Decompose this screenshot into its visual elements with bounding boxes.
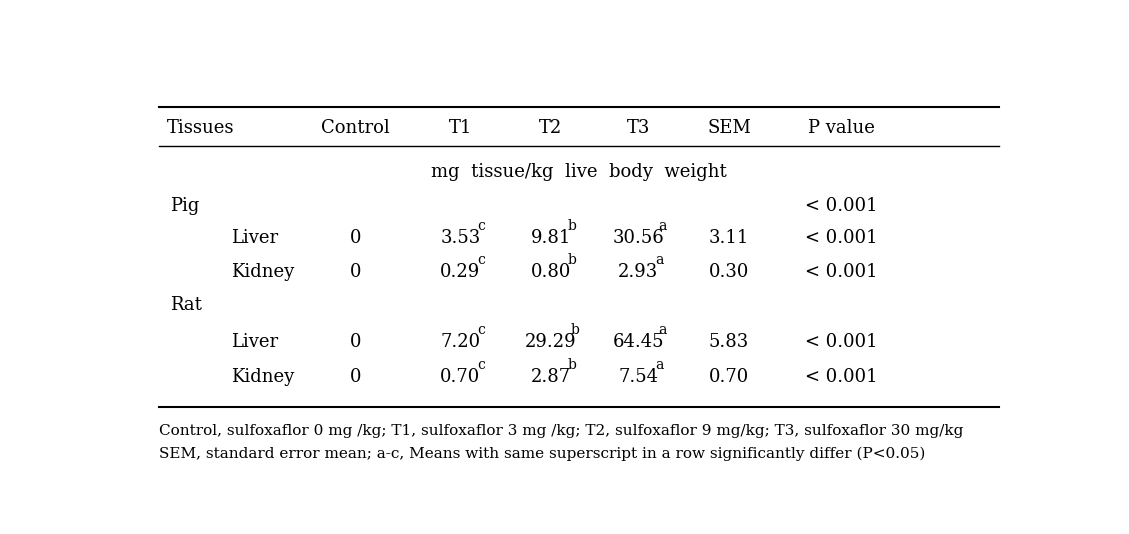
Text: 3.53: 3.53: [440, 229, 481, 247]
Text: mg  tissue/kg  live  body  weight: mg tissue/kg live body weight: [431, 163, 726, 181]
Text: 9.81: 9.81: [531, 229, 571, 247]
Text: c: c: [478, 358, 485, 372]
Text: 3.11: 3.11: [709, 229, 750, 247]
Text: < 0.001: < 0.001: [805, 263, 877, 281]
Text: Liver: Liver: [231, 333, 279, 351]
Text: 0.29: 0.29: [440, 263, 481, 281]
Text: b: b: [571, 323, 579, 337]
Text: a: a: [658, 219, 666, 233]
Text: Control, sulfoxaflor 0 mg /kg; T1, sulfoxaflor 3 mg /kg; T2, sulfoxaflor 9 mg/kg: Control, sulfoxaflor 0 mg /kg; T1, sulfo…: [158, 424, 963, 438]
Text: 29.29: 29.29: [525, 333, 577, 351]
Text: 5.83: 5.83: [709, 333, 750, 351]
Text: < 0.001: < 0.001: [805, 333, 877, 351]
Text: Pig: Pig: [170, 197, 200, 215]
Text: c: c: [478, 323, 485, 337]
Text: < 0.001: < 0.001: [805, 197, 877, 215]
Text: 0: 0: [350, 263, 361, 281]
Text: T1: T1: [449, 119, 472, 137]
Text: a: a: [655, 358, 664, 372]
Text: 2.93: 2.93: [618, 263, 658, 281]
Text: Rat: Rat: [170, 296, 202, 315]
Text: 0: 0: [350, 229, 361, 247]
Text: Liver: Liver: [231, 229, 279, 247]
Text: b: b: [568, 253, 577, 267]
Text: SEM: SEM: [707, 119, 751, 137]
Text: 0.30: 0.30: [709, 263, 750, 281]
Text: 7.20: 7.20: [440, 333, 481, 351]
Text: T3: T3: [627, 119, 650, 137]
Text: SEM, standard error mean; a-c, Means with same superscript in a row significantl: SEM, standard error mean; a-c, Means wit…: [158, 446, 925, 461]
Text: 0: 0: [350, 333, 361, 351]
Text: P value: P value: [807, 119, 875, 137]
Text: Kidney: Kidney: [231, 263, 295, 281]
Text: 64.45: 64.45: [612, 333, 664, 351]
Text: Tissues: Tissues: [167, 119, 235, 137]
Text: 0.70: 0.70: [709, 367, 750, 386]
Text: a: a: [658, 323, 666, 337]
Text: c: c: [478, 219, 485, 233]
Text: 0: 0: [350, 367, 361, 386]
Text: b: b: [568, 219, 577, 233]
Text: b: b: [568, 358, 577, 372]
Text: 7.54: 7.54: [618, 367, 658, 386]
Text: < 0.001: < 0.001: [805, 367, 877, 386]
Text: 0.70: 0.70: [440, 367, 481, 386]
Text: Kidney: Kidney: [231, 367, 295, 386]
Text: 2.87: 2.87: [531, 367, 570, 386]
Text: a: a: [655, 253, 664, 267]
Text: 30.56: 30.56: [612, 229, 664, 247]
Text: c: c: [478, 253, 485, 267]
Text: 0.80: 0.80: [531, 263, 571, 281]
Text: T2: T2: [539, 119, 562, 137]
Text: < 0.001: < 0.001: [805, 229, 877, 247]
Text: Control: Control: [321, 119, 390, 137]
